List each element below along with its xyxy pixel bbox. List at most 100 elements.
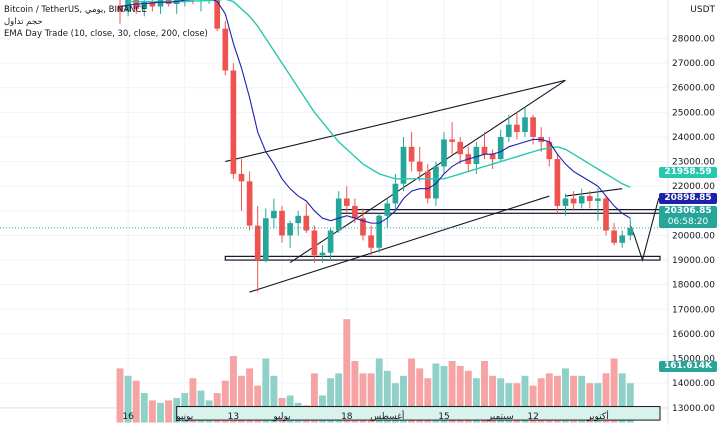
candle-body — [384, 203, 391, 216]
volume-bar — [310, 373, 318, 423]
x-tick-label: 16 — [122, 412, 134, 422]
volume-zone-box — [176, 406, 661, 421]
candle-body — [287, 223, 293, 236]
ema-fast-line — [119, 0, 631, 224]
x-tick-label: 12 — [527, 412, 538, 422]
volume-bar — [570, 375, 578, 423]
volume-bar — [610, 358, 618, 423]
y-tick-label: 22000.00 — [672, 182, 715, 192]
volume-bar — [327, 378, 335, 423]
candle-body — [214, 0, 221, 29]
volume-bar — [586, 383, 594, 423]
volume-bar — [578, 375, 586, 423]
candle-body — [522, 117, 528, 133]
x-tick-label: يونيو — [175, 412, 194, 422]
volume-bar — [116, 368, 124, 423]
candle-body — [238, 173, 245, 182]
x-tick-label: سبتمبر — [487, 412, 514, 422]
volume-bar — [229, 356, 237, 423]
volume-bar — [391, 383, 399, 423]
candle-body — [595, 198, 601, 201]
y-tick-label: 14000.00 — [672, 379, 715, 389]
volume-bar — [424, 378, 432, 423]
candle-body — [352, 205, 358, 219]
candle-body — [262, 218, 269, 261]
candle-body — [392, 183, 399, 204]
volume-bar — [132, 380, 140, 423]
candle-body — [149, 1, 156, 7]
candle-body — [489, 154, 496, 160]
volume-bar — [221, 380, 229, 423]
volume-bar — [489, 375, 497, 423]
candle-body — [473, 146, 480, 165]
volume-bar — [505, 383, 513, 423]
ema-indicator-label[interactable]: EMA Day Trade (10, close, 30, close, 200… — [4, 29, 208, 39]
candle-body — [546, 141, 553, 160]
support-box — [224, 255, 661, 261]
volume-bar — [189, 378, 197, 423]
candle-body — [311, 230, 318, 256]
trend-line — [249, 195, 550, 293]
countdown-tag: 06:58:20 — [659, 217, 717, 228]
candle-body — [230, 70, 237, 174]
volume-bar — [140, 393, 148, 423]
volume-bar — [553, 375, 561, 423]
volume-bar — [124, 375, 132, 423]
ema-slow-line — [128, 0, 631, 188]
candle-body — [279, 210, 285, 236]
volume-bar — [529, 385, 537, 423]
candle-body — [416, 161, 423, 172]
candle-body — [424, 171, 431, 199]
x-tick-label: أغسطس — [370, 410, 404, 422]
volume-bar — [481, 361, 488, 423]
volume-bar — [335, 373, 343, 423]
candle-body — [514, 124, 520, 133]
volume-bar — [367, 373, 375, 423]
volume-bar — [148, 400, 156, 423]
candle-body — [141, 1, 148, 9]
candle-body — [627, 227, 634, 236]
level-price-tag: 20898.85 — [659, 193, 717, 204]
volume-bar — [375, 358, 383, 423]
candle-body — [441, 139, 447, 167]
volume-bar — [513, 383, 521, 423]
candle-body — [368, 235, 374, 248]
x-tick-label: 13 — [228, 412, 239, 422]
last-price-tag: 20306.85 — [659, 206, 717, 217]
symbol-title[interactable]: Bitcoin / TetherUS, يومي, BINANCE — [4, 5, 147, 15]
candle-body — [570, 198, 577, 204]
y-tick-label: 13000.00 — [672, 404, 715, 414]
volume-bar — [440, 365, 448, 423]
candle-body — [295, 215, 302, 224]
candle-body — [360, 218, 366, 236]
trend-line — [225, 79, 566, 163]
volume-bar — [537, 378, 545, 423]
volume-bar — [416, 368, 424, 423]
x-tick-label: 15 — [438, 412, 449, 422]
y-tick-label: 19000.00 — [672, 256, 715, 266]
y-tick-label: 16000.00 — [672, 330, 715, 340]
ema-slow-price-tag: 21958.59 — [659, 167, 717, 178]
volume-value-tag: 161.614K — [659, 361, 717, 372]
y-tick-label: 26000.00 — [672, 84, 715, 94]
candle-body — [457, 141, 464, 155]
candle-body — [449, 139, 455, 142]
time-axis[interactable]: 16 يونيو 13 يوليو 18 أغسطس 15 سبتمبر 12 أكتوبر — [122, 410, 608, 422]
volume-indicator-label[interactable]: حجم تداول — [4, 17, 43, 27]
volume-bar — [545, 373, 553, 423]
volume-bar — [246, 368, 254, 423]
candle-body — [611, 230, 617, 243]
volume-bar — [432, 363, 440, 423]
candle-body — [408, 146, 415, 162]
candle-body — [327, 230, 334, 253]
volume-bar — [400, 375, 407, 423]
volume-bar — [521, 375, 529, 423]
candle-body — [505, 124, 512, 137]
ema-lines — [0, 0, 668, 229]
volume-bar — [408, 358, 416, 423]
grid — [0, 0, 669, 425]
y-tick-label: 20000.00 — [672, 231, 715, 241]
candle-body — [343, 198, 350, 206]
candle-body — [603, 198, 609, 231]
